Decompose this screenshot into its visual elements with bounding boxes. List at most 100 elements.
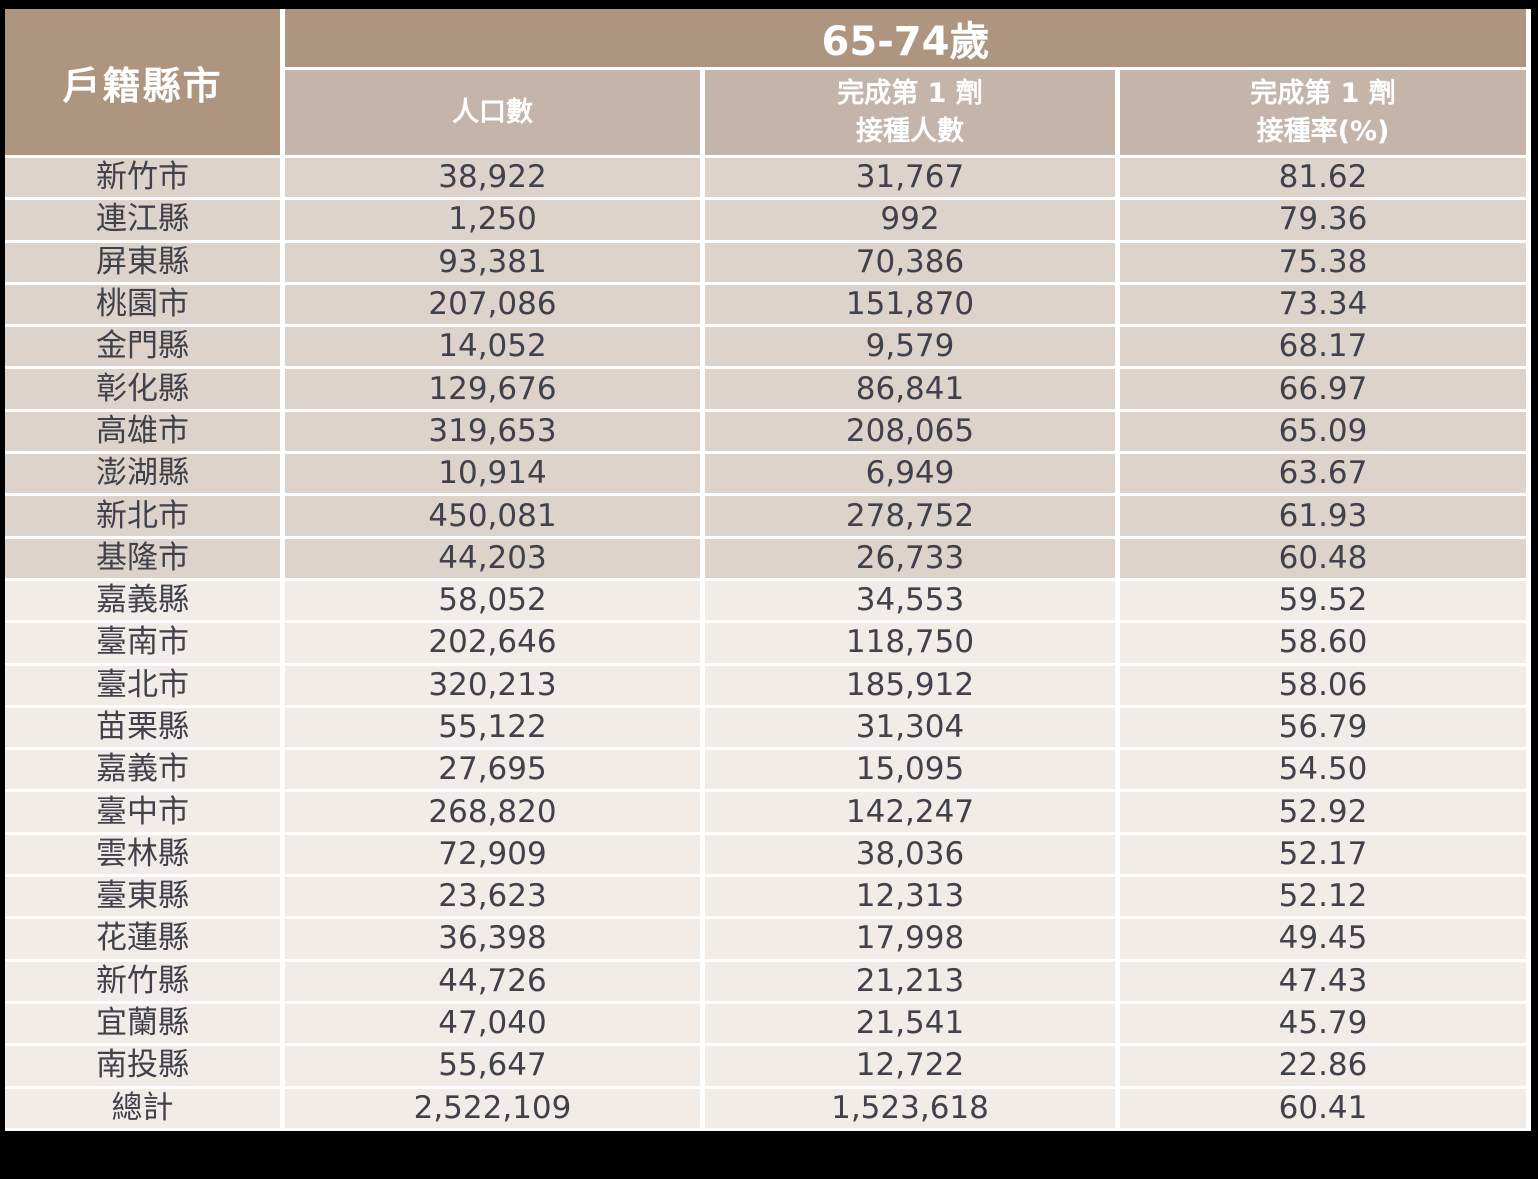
dose1-count-cell: 21,213 [705,961,1120,1004]
dose1-rate-cell: 79.36 [1120,200,1532,243]
table-row: 嘉義縣 58,052 34,553 59.52 [5,580,1532,624]
dose1-count-cell: 118,750 [705,623,1120,666]
table-row: 新北市 450,081 278,752 61.93 [5,496,1532,539]
dose1-rate-cell: 56.79 [1120,707,1532,751]
dose1-rate-cell: 54.50 [1120,750,1532,793]
population-cell: 268,820 [285,792,705,835]
dose1-rate-cell: 66.97 [1120,369,1532,412]
dose1-rate-cell: 68.17 [1120,327,1532,370]
table-row: 臺南市 202,646 118,750 58.60 [5,623,1532,666]
dose1-count-cell: 185,912 [705,665,1120,708]
population-cell: 23,623 [285,877,705,920]
dose1-count-cell: 38,036 [705,834,1120,878]
table-row: 高雄市 319,653 208,065 65.09 [5,411,1532,455]
county-cell: 臺中市 [5,792,285,835]
county-cell: 嘉義縣 [5,580,285,624]
table-row: 澎湖縣 10,914 6,949 63.67 [5,454,1532,497]
table-row: 新竹縣 44,726 21,213 47.43 [5,961,1532,1004]
population-cell: 93,381 [285,242,705,285]
total-dose1-count-cell: 1,523,618 [705,1088,1120,1131]
dose1-count-cell: 34,553 [705,580,1120,624]
population-cell: 14,052 [285,327,705,370]
dose1-count-cell: 12,313 [705,877,1120,920]
table-footer: 總計 2,522,109 1,523,618 60.41 [5,1088,1532,1131]
table-row: 新竹市 38,922 31,767 81.62 [5,158,1532,201]
dose1-rate-cell: 75.38 [1120,242,1532,285]
col-header-dose1-count: 完成第 1 劑 接種人數 [705,70,1120,158]
slide-background: 戶籍縣市 65-74歲 人口數 完成第 1 劑 接種人數 完成第 1 劑 接種率… [5,9,1532,1165]
table-row: 南投縣 55,647 12,722 22.86 [5,1046,1532,1089]
county-cell: 臺北市 [5,665,285,708]
table-row: 桃園市 207,086 151,870 73.34 [5,284,1532,328]
total-dose1-rate-cell: 60.41 [1120,1088,1532,1131]
col-header-population: 人口數 [285,70,705,158]
dose1-count-cell: 278,752 [705,496,1120,539]
dose1-count-cell: 17,998 [705,919,1120,962]
total-label-cell: 總計 [5,1088,285,1131]
county-cell: 基隆市 [5,538,285,581]
county-cell: 臺東縣 [5,877,285,920]
total-row: 總計 2,522,109 1,523,618 60.41 [5,1088,1532,1131]
dose1-rate-cell: 47.43 [1120,961,1532,1004]
population-cell: 58,052 [285,580,705,624]
dose1-rate-cell: 60.48 [1120,538,1532,581]
population-cell: 55,122 [285,707,705,751]
table-row: 連江縣 1,250 992 79.36 [5,200,1532,243]
table-row: 花蓮縣 36,398 17,998 49.45 [5,919,1532,962]
table-row: 臺中市 268,820 142,247 52.92 [5,792,1532,835]
table-row: 宜蘭縣 47,040 21,541 45.79 [5,1003,1532,1047]
population-cell: 36,398 [285,919,705,962]
population-cell: 450,081 [285,496,705,539]
county-cell: 新竹縣 [5,961,285,1004]
population-cell: 27,695 [285,750,705,793]
table-row: 金門縣 14,052 9,579 68.17 [5,327,1532,370]
column-header-row: 人口數 完成第 1 劑 接種人數 完成第 1 劑 接種率(%) [5,70,1532,158]
dose1-rate-cell: 52.17 [1120,834,1532,878]
dose1-count-cell: 6,949 [705,454,1120,497]
population-cell: 38,922 [285,158,705,201]
population-cell: 47,040 [285,1003,705,1047]
population-cell: 55,647 [285,1046,705,1089]
county-cell: 屏東縣 [5,242,285,285]
vaccination-table: 戶籍縣市 65-74歲 人口數 完成第 1 劑 接種人數 完成第 1 劑 接種率… [5,9,1532,1131]
county-cell: 桃園市 [5,284,285,328]
table-row: 基隆市 44,203 26,733 60.48 [5,538,1532,581]
dose1-count-cell: 31,767 [705,158,1120,201]
county-cell: 臺南市 [5,623,285,666]
county-cell: 彰化縣 [5,369,285,412]
dose1-count-cell: 86,841 [705,369,1120,412]
dose1-count-cell: 208,065 [705,411,1120,455]
dose1-count-cell: 21,541 [705,1003,1120,1047]
dose1-count-cell: 12,722 [705,1046,1120,1089]
county-cell: 新北市 [5,496,285,539]
dose1-rate-cell: 61.93 [1120,496,1532,539]
table-header: 戶籍縣市 65-74歲 人口數 完成第 1 劑 接種人數 完成第 1 劑 接種率… [5,9,1532,158]
dose1-count-cell: 70,386 [705,242,1120,285]
county-cell: 高雄市 [5,411,285,455]
dose1-count-cell: 31,304 [705,707,1120,751]
dose1-rate-cell: 52.92 [1120,792,1532,835]
dose1-count-cell: 992 [705,200,1120,243]
population-cell: 10,914 [285,454,705,497]
dose1-rate-cell: 52.12 [1120,877,1532,920]
dose1-rate-cell: 65.09 [1120,411,1532,455]
dose1-rate-cell: 59.52 [1120,580,1532,624]
dose1-rate-cell: 81.62 [1120,158,1532,201]
county-cell: 新竹市 [5,158,285,201]
table-row: 苗栗縣 55,122 31,304 56.79 [5,707,1532,751]
population-cell: 207,086 [285,284,705,328]
dose1-count-cell: 26,733 [705,538,1120,581]
population-cell: 320,213 [285,665,705,708]
table-row: 彰化縣 129,676 86,841 66.97 [5,369,1532,412]
population-cell: 319,653 [285,411,705,455]
age-group-header: 65-74歲 [285,9,1532,70]
population-cell: 129,676 [285,369,705,412]
dose1-rate-cell: 45.79 [1120,1003,1532,1047]
county-cell: 嘉義市 [5,750,285,793]
population-cell: 1,250 [285,200,705,243]
dose1-rate-cell: 58.60 [1120,623,1532,666]
table-row: 臺北市 320,213 185,912 58.06 [5,665,1532,708]
county-cell: 金門縣 [5,327,285,370]
table-row: 臺東縣 23,623 12,313 52.12 [5,877,1532,920]
population-cell: 72,909 [285,834,705,878]
